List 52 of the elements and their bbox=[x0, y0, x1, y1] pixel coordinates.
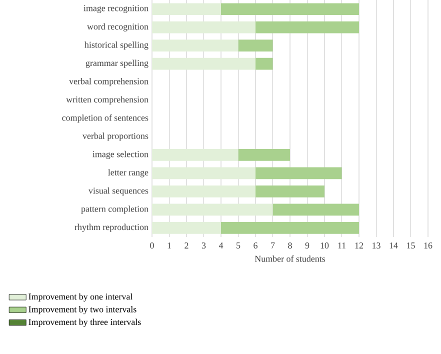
x-tick-label: 2 bbox=[184, 242, 188, 248]
y-tick-label: historical spelling bbox=[84, 42, 148, 50]
x-tick-label: 9 bbox=[305, 242, 310, 249]
y-tick-label: grammar spelling bbox=[86, 60, 148, 68]
bar bbox=[238, 149, 290, 161]
bar bbox=[221, 222, 360, 234]
x-tick-label: 3 bbox=[202, 242, 206, 249]
bar bbox=[221, 3, 360, 16]
x-tick-label: 1 bbox=[168, 242, 171, 248]
x-tick-label: 7 bbox=[271, 242, 275, 248]
y-tick-label: word recognition bbox=[86, 23, 148, 32]
x-tick-label: 16 bbox=[424, 242, 432, 249]
y-tick-label: rhythm reproduction bbox=[74, 224, 148, 232]
x-axis-title: Number of students bbox=[254, 255, 326, 262]
bar bbox=[152, 21, 256, 34]
x-tick-label: 0 bbox=[150, 242, 154, 249]
x-tick-label: 15 bbox=[407, 242, 415, 249]
bar bbox=[152, 204, 273, 216]
bar bbox=[152, 167, 256, 180]
x-tick-label: 14 bbox=[390, 242, 398, 248]
legend-label: Improvement by three intervals bbox=[28, 318, 141, 327]
x-tick-label: 11 bbox=[338, 242, 346, 248]
y-tick-label: image selection bbox=[92, 150, 148, 160]
x-tick-label: 13 bbox=[372, 242, 380, 249]
y-tick-label: visual sequences bbox=[88, 187, 148, 196]
bar bbox=[256, 167, 342, 180]
x-tick-label: 8 bbox=[288, 242, 292, 249]
bar bbox=[152, 58, 256, 70]
bar bbox=[152, 149, 238, 161]
bar bbox=[256, 58, 273, 70]
bar bbox=[238, 40, 273, 52]
y-tick-label: written comprehension bbox=[66, 96, 148, 104]
bar bbox=[256, 186, 325, 198]
bar bbox=[272, 204, 360, 216]
bar bbox=[152, 186, 256, 198]
bar bbox=[152, 222, 222, 234]
x-tick-label: 4 bbox=[218, 242, 224, 248]
y-tick-label: image recognition bbox=[84, 5, 148, 14]
y-tick-label: verbal comprehension bbox=[69, 78, 148, 86]
x-tick-label: 12 bbox=[355, 242, 363, 248]
x-tick-label: 10 bbox=[320, 242, 329, 249]
y-tick-label: verbal proportions bbox=[82, 132, 148, 141]
y-tick-label: pattern completion bbox=[81, 206, 148, 214]
bar bbox=[256, 21, 360, 34]
x-tick-label: 6 bbox=[254, 242, 258, 249]
bar bbox=[152, 3, 222, 16]
legend-label: Improvement by one interval bbox=[28, 293, 132, 302]
x-tick-label: 5 bbox=[236, 242, 240, 248]
y-tick-label: letter range bbox=[108, 169, 148, 178]
bar bbox=[152, 40, 238, 52]
y-tick-label: completion of sentences bbox=[62, 114, 148, 123]
legend-label: Improvement by two intervals bbox=[28, 306, 136, 314]
